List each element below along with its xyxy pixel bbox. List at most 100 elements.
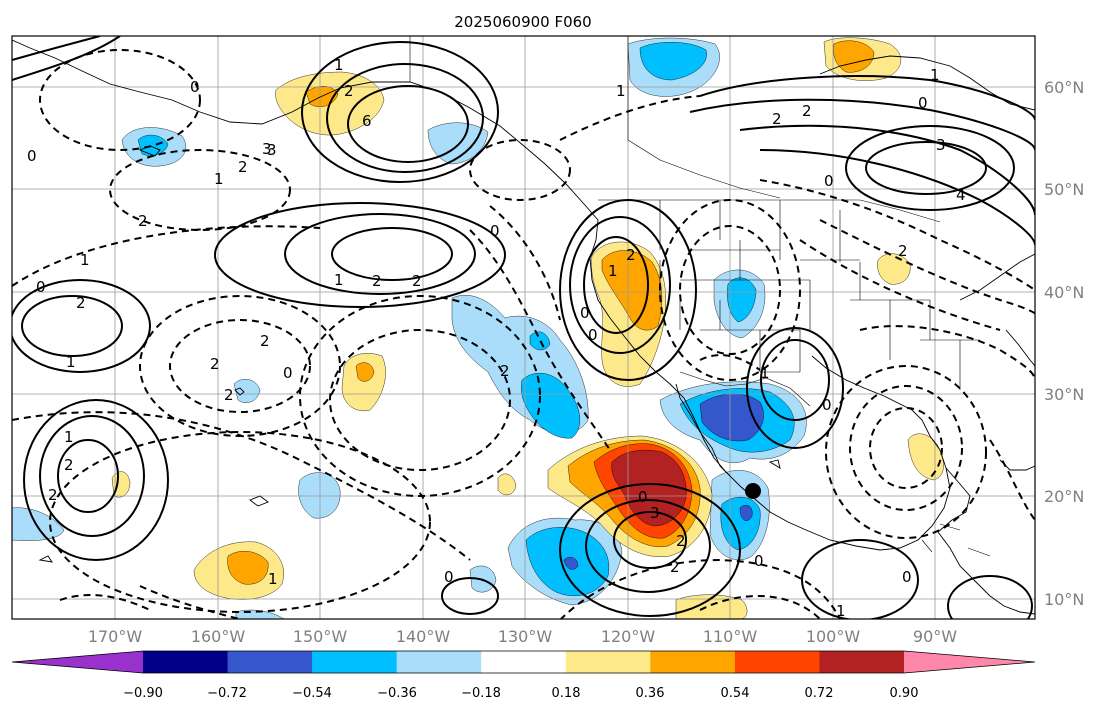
colorbar-tick-label: −0.18 xyxy=(461,686,501,701)
colorbar-tick-label: 0.54 xyxy=(721,686,750,701)
shading-blue-region xyxy=(521,372,580,439)
contour-label: 3 xyxy=(267,141,277,159)
contour-label: 4 xyxy=(956,186,966,204)
contour-label: 1 xyxy=(760,364,770,382)
colorbar-segment xyxy=(227,651,313,673)
shading-blue-region xyxy=(639,42,707,81)
lon-label: 100°W xyxy=(806,627,861,646)
contour-label: 2 xyxy=(76,294,86,312)
colorbar-segment xyxy=(734,651,820,673)
colorbar-extend-min xyxy=(12,651,143,673)
political-borders xyxy=(409,36,991,557)
contour-label: 2 xyxy=(802,102,812,120)
contour-label: 2 xyxy=(626,246,636,264)
colorbar-tick-label: −0.54 xyxy=(292,686,332,701)
lon-label: 90°W xyxy=(913,627,957,646)
contour-layer xyxy=(12,36,1035,619)
contour-label: 2 xyxy=(372,272,382,290)
contour-label: 2 xyxy=(260,332,270,350)
colorbar-segment xyxy=(481,651,567,673)
contour-label: 1 xyxy=(334,56,344,74)
colorbar-segment xyxy=(312,651,398,673)
contour-label: 0 xyxy=(190,78,200,96)
contour-label: 0 xyxy=(444,568,454,586)
contour-label: 3 xyxy=(650,504,660,522)
colorbar xyxy=(11,650,1036,674)
contour-label: 2 xyxy=(344,82,354,100)
contour-label: 1 xyxy=(930,66,940,84)
shading-yellow-region xyxy=(497,473,517,496)
colorbar-tick-label: −0.72 xyxy=(207,686,247,701)
lon-label: 140°W xyxy=(396,627,451,646)
contour-label: 0 xyxy=(36,278,46,296)
colorbar-segment xyxy=(650,651,736,673)
contour-label: 1 xyxy=(616,82,626,100)
contour-label: 2 xyxy=(210,355,220,373)
shading-royal-blue-region xyxy=(739,505,753,521)
contour-label: 2 xyxy=(898,242,908,260)
colorbar-tick-label: 0.90 xyxy=(890,686,919,701)
contour-label: 2 xyxy=(670,558,680,576)
lat-label: 30°N xyxy=(1044,385,1084,404)
colorbar-labels: −0.90 −0.72 −0.54 −0.36 −0.18 0.18 0.36 … xyxy=(123,686,918,701)
contour-label: 0 xyxy=(588,326,598,344)
contour-labels: 3 1 2 6 0 1 3 2 0 1 2 2 1 0 2 2 1 2 2 0 … xyxy=(27,56,966,619)
colorbar-extend-max xyxy=(904,651,1035,673)
shading-yellow-region xyxy=(341,353,386,412)
contour-label: 2 xyxy=(238,158,248,176)
contour-label: 2 xyxy=(676,532,686,550)
figure-title: 2025060900 F060 xyxy=(454,13,591,31)
shading-blue-region xyxy=(727,277,757,323)
colorbar-segment xyxy=(819,651,905,673)
contour-label: 1 xyxy=(214,170,224,188)
contour-label: 2 xyxy=(48,486,58,504)
contour-label: 0 xyxy=(902,568,912,586)
contour-label: 3 xyxy=(936,136,946,154)
contour-label: 1 xyxy=(334,271,344,289)
shading-orange-region xyxy=(833,40,875,73)
colorbar-segment xyxy=(143,651,229,673)
colorbar-segment xyxy=(396,651,482,673)
contour-label: 1 xyxy=(66,353,76,371)
shading-orange-region xyxy=(355,362,375,382)
contour-label: 0 xyxy=(283,364,293,382)
contour-label: 0 xyxy=(27,147,37,165)
shading-blue-region xyxy=(137,134,169,156)
lon-label: 130°W xyxy=(498,627,553,646)
contour-label: 1 xyxy=(80,251,90,269)
latitude-labels: 60°N 50°N 40°N 30°N 20°N 10°N xyxy=(1044,78,1084,609)
lon-label: 120°W xyxy=(601,627,656,646)
lon-label: 150°W xyxy=(293,627,348,646)
contour-label: 2 xyxy=(224,386,234,404)
contour-label: 1 xyxy=(64,428,74,446)
lon-label: 170°W xyxy=(88,627,143,646)
contour-label: 0 xyxy=(638,488,648,506)
map-panel: 3 1 2 6 0 1 3 2 0 1 2 2 1 0 2 2 1 2 2 0 … xyxy=(12,36,1035,619)
graticule xyxy=(12,36,1035,619)
contour-label: 0 xyxy=(824,172,834,190)
shaded-field-layer xyxy=(12,37,944,619)
shading-yellow-region xyxy=(877,253,911,285)
location-marker xyxy=(745,483,761,499)
colorbar-tick-label: 0.18 xyxy=(552,686,581,701)
colorbar-tick-label: −0.36 xyxy=(377,686,417,701)
contour-label: 2 xyxy=(138,212,148,230)
lat-label: 20°N xyxy=(1044,487,1084,506)
shading-blue-region xyxy=(529,331,551,351)
contour-label: 0 xyxy=(918,94,928,112)
map-frame xyxy=(11,35,1036,620)
lat-label: 10°N xyxy=(1044,590,1084,609)
contour-label: 2 xyxy=(772,110,782,128)
lon-label: 110°W xyxy=(703,627,758,646)
shading-light-blue-region xyxy=(233,379,261,403)
contour-label: 1 xyxy=(608,262,618,280)
lat-label: 50°N xyxy=(1044,180,1084,199)
shading-orange-region xyxy=(227,551,269,585)
colorbar-outline xyxy=(11,650,1036,674)
contour-label: 1 xyxy=(268,570,278,588)
colorbar-tick-label: 0.36 xyxy=(636,686,665,701)
contour-label: 0 xyxy=(754,552,764,570)
contour-label: 3 xyxy=(262,140,272,158)
contour-label: 0 xyxy=(580,304,590,322)
